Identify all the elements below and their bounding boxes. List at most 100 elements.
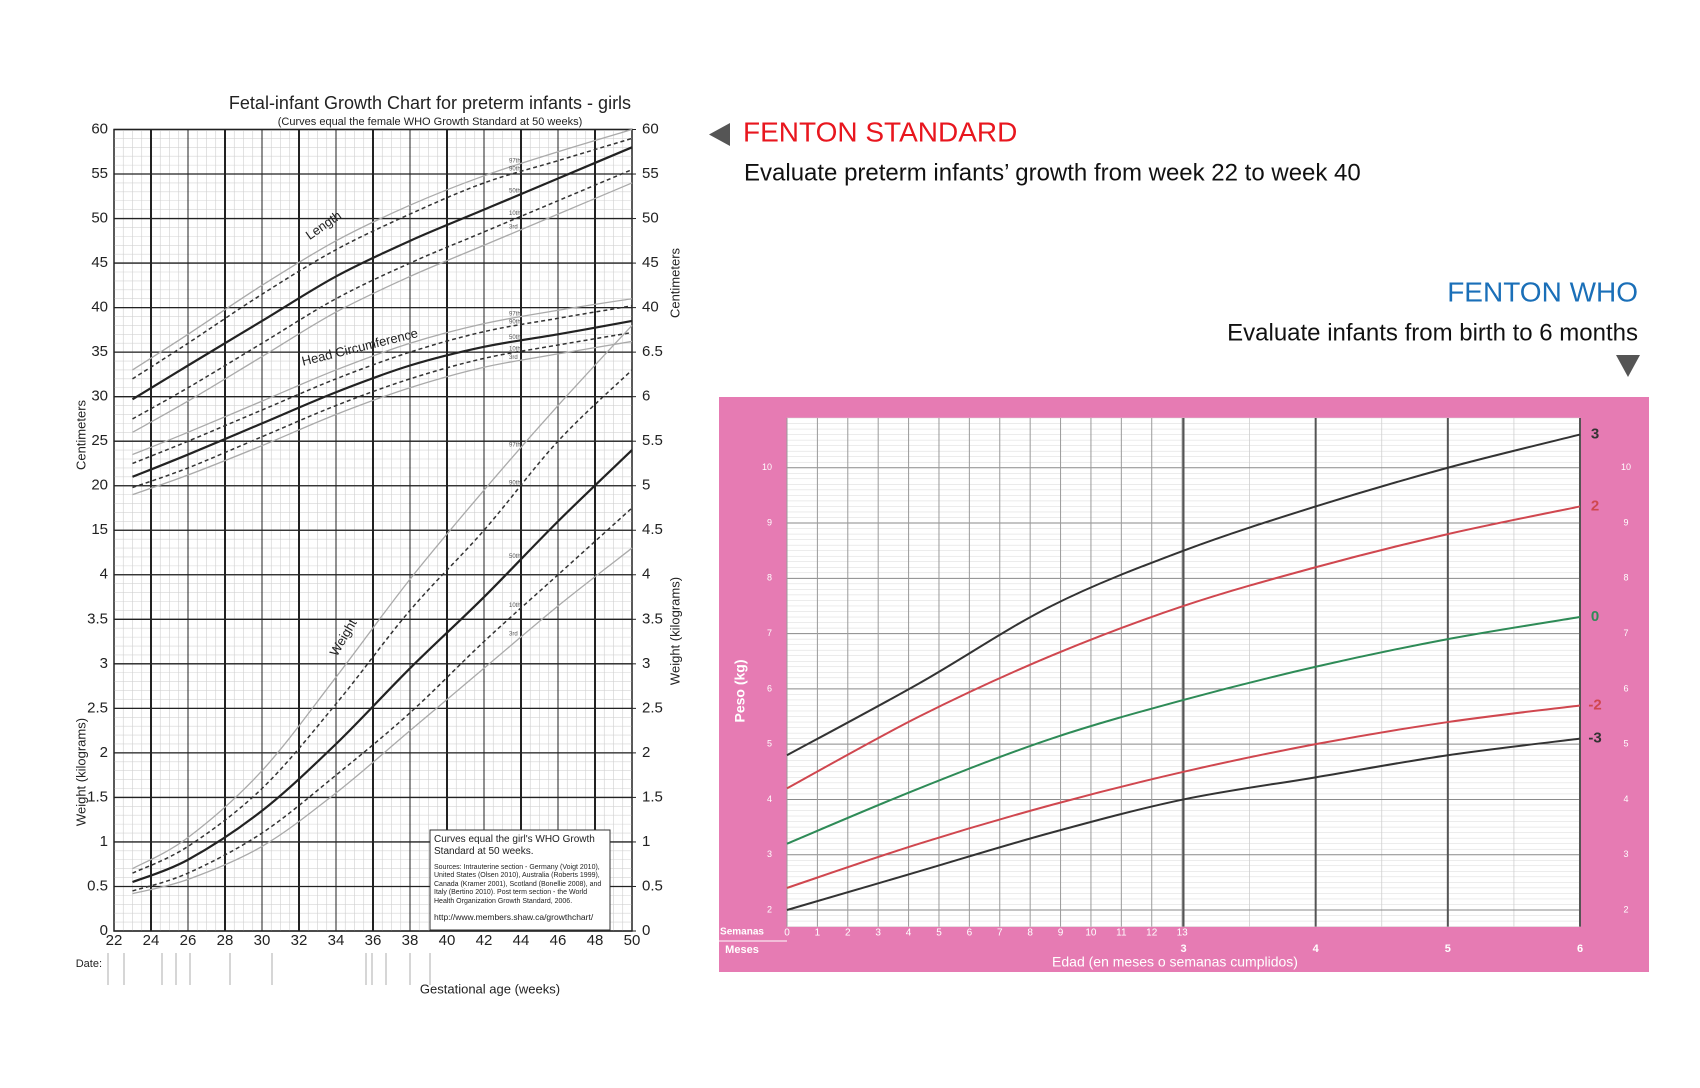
z-label: -3 <box>1588 730 1601 747</box>
y-tick-label: 5 <box>1623 739 1628 749</box>
callout-title: FENTON STANDARD <box>743 116 1017 147</box>
curve <box>132 547 633 895</box>
percentile-label: 10th <box>509 346 521 352</box>
curve <box>132 507 633 892</box>
y-tick-label: 8 <box>1623 573 1628 583</box>
y-tick-label: 4 <box>1623 794 1628 804</box>
x2-tick-label: 6 <box>967 928 973 939</box>
x2-tick-label: 13 <box>1177 928 1189 939</box>
curve <box>132 324 633 870</box>
curve <box>132 298 633 456</box>
z-label: 0 <box>1591 608 1599 625</box>
right-y-tick-label: 3.5 <box>642 610 663 627</box>
curve <box>132 369 633 874</box>
note-sources: Sources: Intrauterine section - Germany … <box>434 864 602 905</box>
y-tick-label: 2 <box>767 904 772 914</box>
right-y2-tick-label: 60 <box>642 120 659 137</box>
y-tick-label: 9 <box>1623 517 1628 527</box>
right-y2-tick-label: 55 <box>642 165 659 182</box>
y2-tick-label: 45 <box>91 254 108 271</box>
x-tick-label: 46 <box>550 932 567 949</box>
z-line <box>786 616 1581 845</box>
right-y-tick-label: 5 <box>642 477 650 494</box>
y2-axis-title: Centimeters <box>73 399 88 470</box>
x-tick-label: 22 <box>106 932 123 949</box>
x-axis-title: Gestational age (weeks) <box>420 981 560 996</box>
y-axis-title: Weight (kilograms) <box>667 577 682 685</box>
note-heading: Curves equal the girl's WHO Growth Stand… <box>434 834 595 857</box>
x-tick-label: 6 <box>1577 943 1583 955</box>
curve <box>132 137 633 380</box>
x2-tick-label: 10 <box>1085 928 1097 939</box>
percentile-label: 50th <box>509 335 521 341</box>
y-tick-label: 8 <box>767 573 772 583</box>
percentile-label: 97th <box>509 312 521 318</box>
x2-tick-label: 0 <box>784 928 790 939</box>
y2-tick-label: 60 <box>91 120 108 137</box>
z-label: 2 <box>1591 497 1599 514</box>
x2-tick-label: 9 <box>1058 928 1064 939</box>
x-tick-label: 38 <box>402 932 419 949</box>
x-tick-label: 32 <box>291 932 308 949</box>
x-tick-label: 24 <box>143 932 160 949</box>
x-tick-label: 26 <box>180 932 197 949</box>
x2-tick-label: 1 <box>815 928 821 939</box>
y-tick-label: 3 <box>1623 849 1628 859</box>
chart-title: Fetal-infant Growth Chart for preterm in… <box>229 93 631 113</box>
x2-tick-label: 7 <box>997 928 1003 939</box>
percentile-label: 50th <box>509 554 521 560</box>
x-tick-label: 4 <box>1313 943 1320 955</box>
date-label: Date: <box>76 958 102 970</box>
y-axis-title: Peso (kg) <box>732 659 748 722</box>
x2-tick-label: 11 <box>1116 928 1127 939</box>
x-tick-label: 50 <box>624 932 641 949</box>
x-tick-label: 42 <box>476 932 493 949</box>
x2-tick-label: 4 <box>906 928 912 939</box>
curve <box>132 305 633 465</box>
curve <box>132 319 633 478</box>
x-axis-title: Edad (en meses o semanas cumplidos) <box>1052 954 1298 970</box>
right-y-tick-label: 4.5 <box>642 521 663 538</box>
y2-tick-label: 25 <box>91 432 108 449</box>
y-axis-title: Weight (kilograms) <box>73 718 88 826</box>
x2-tick-label: 3 <box>875 928 881 939</box>
z-label: 3 <box>1591 426 1599 443</box>
y-tick-label: 10 <box>762 462 772 472</box>
x-tick-label: 44 <box>513 932 530 949</box>
right-y-tick-label: 1 <box>642 833 650 850</box>
y2-tick-label: 20 <box>91 477 108 494</box>
y-tick-label: 2 <box>1623 904 1628 914</box>
z-line <box>786 433 1581 757</box>
y-tick-label: 7 <box>767 628 772 638</box>
y-tick-label: 5 <box>767 739 772 749</box>
y2-tick-label: 30 <box>91 388 108 405</box>
z-line <box>786 704 1581 889</box>
x-tick-label: 36 <box>365 932 382 949</box>
percentile-label: 97th <box>509 442 521 448</box>
curve <box>132 449 633 884</box>
percentile-label: 10th <box>509 603 521 609</box>
right-y-tick-label: 6 <box>642 388 650 405</box>
y-tick-label: 6 <box>1623 683 1628 693</box>
z-line <box>786 505 1581 790</box>
x-unit-title: Meses <box>725 944 759 956</box>
y-tick-label: 3 <box>767 849 772 859</box>
callout-title: FENTON WHO <box>1447 276 1638 307</box>
right-y2-tick-label: 45 <box>642 254 659 271</box>
right-y-tick-label: 6.5 <box>642 343 663 360</box>
y-tick-label: 3 <box>100 655 108 672</box>
x-tick-label: 5 <box>1445 943 1451 955</box>
pointer-left <box>709 123 730 146</box>
y2-tick-label: 15 <box>91 521 108 538</box>
right-y-tick-label: 3 <box>642 655 650 672</box>
curve <box>131 146 633 401</box>
callout-text: Evaluate preterm infants’ growth from we… <box>744 159 1361 186</box>
fenton-chart: 22 24 26 28 30 32 34 36 38 40 42 44 46 48 5000.511.522… <box>73 93 682 997</box>
y-tick-label: 1 <box>100 833 108 850</box>
pointer-down <box>1616 355 1640 377</box>
percentile-label: 3rd <box>509 224 518 230</box>
curve <box>132 168 633 420</box>
curve <box>132 128 633 371</box>
y-tick-label: 4 <box>100 566 108 583</box>
